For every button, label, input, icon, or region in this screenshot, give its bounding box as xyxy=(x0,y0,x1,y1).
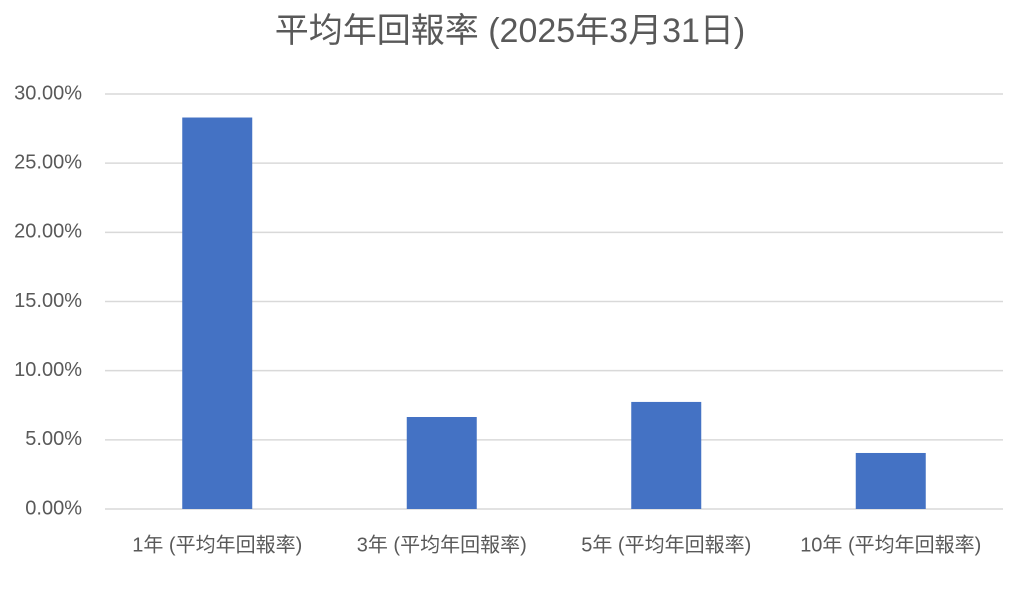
y-tick-label: 30.00% xyxy=(14,82,82,104)
bar xyxy=(631,401,702,509)
x-tick-label: 3年 (平均年回報率) xyxy=(357,533,527,556)
bar xyxy=(182,117,253,510)
y-tick-label: 0.00% xyxy=(25,497,82,519)
y-tick-label: 20.00% xyxy=(14,221,82,243)
y-tick-label: 5.00% xyxy=(25,428,82,450)
bar xyxy=(406,417,477,509)
x-tick-label: 5年 (平均年回報率) xyxy=(581,533,751,556)
x-tick-label: 1年 (平均年回報率) xyxy=(132,533,302,556)
y-tick-label: 25.00% xyxy=(14,151,82,173)
chart-title: 平均年回報率 (2025年3月31日) xyxy=(275,12,745,50)
x-tick-label: 10年 (平均年回報率) xyxy=(800,533,981,556)
bar xyxy=(855,452,926,509)
y-tick-label: 10.00% xyxy=(14,359,82,381)
y-tick-label: 15.00% xyxy=(14,290,82,312)
